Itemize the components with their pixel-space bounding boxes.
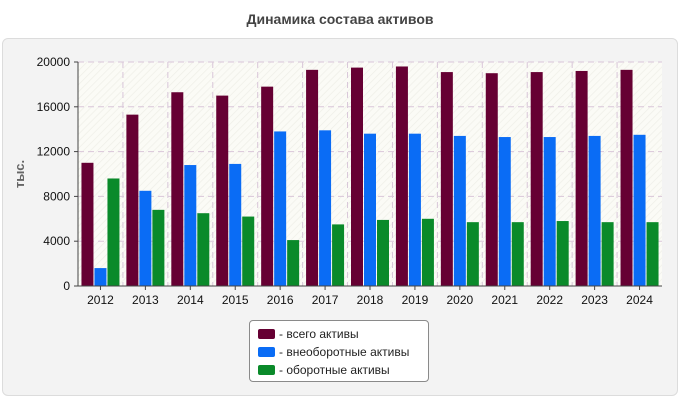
y-axis-label: тыс. bbox=[12, 160, 27, 188]
bar-2013-series-2 bbox=[152, 209, 165, 286]
bar-2020-series-2 bbox=[466, 222, 479, 286]
x-tick-label: 2013 bbox=[132, 293, 159, 307]
bar-2020-series-1 bbox=[453, 135, 466, 286]
bar-2018-series-1 bbox=[364, 133, 376, 286]
y-tick-label: 12000 bbox=[37, 145, 71, 159]
bar-2019-series-2 bbox=[421, 218, 434, 286]
x-tick-label: 2019 bbox=[402, 293, 429, 307]
x-tick-label: 2017 bbox=[312, 293, 339, 307]
y-tick-label: 20000 bbox=[37, 55, 71, 69]
bar-2016-series-1 bbox=[274, 131, 287, 286]
legend-label-current: - оборотные активы bbox=[279, 363, 390, 377]
bar-2013-series-1 bbox=[139, 190, 152, 286]
x-tick-label: 2018 bbox=[357, 293, 384, 307]
bar-2023-series-2 bbox=[601, 222, 614, 286]
bar-2020-series-0 bbox=[440, 72, 453, 286]
bar-2012-series-2 bbox=[107, 178, 120, 286]
legend-label-noncurrent: - внеоборотные активы bbox=[279, 345, 410, 359]
bar-2019-series-1 bbox=[408, 133, 421, 286]
bar-2023-series-0 bbox=[575, 70, 588, 287]
bar-2017-series-2 bbox=[332, 224, 345, 286]
bars bbox=[81, 66, 659, 287]
axes bbox=[74, 61, 662, 290]
bar-2014-series-1 bbox=[184, 165, 197, 286]
bar-2015-series-2 bbox=[242, 216, 255, 286]
bar-2018-series-2 bbox=[377, 219, 389, 286]
bar-2012-series-1 bbox=[94, 268, 107, 286]
bar-2017-series-1 bbox=[319, 130, 332, 286]
bar-2015-series-0 bbox=[216, 95, 229, 286]
bar-2024-series-1 bbox=[633, 134, 646, 286]
bar-2021-series-0 bbox=[485, 73, 498, 286]
y-tick-label: 0 bbox=[63, 279, 70, 293]
bar-2023-series-1 bbox=[588, 135, 601, 286]
bar-2016-series-2 bbox=[287, 240, 300, 286]
x-tick-label: 2023 bbox=[581, 293, 608, 307]
bar-2018-series-0 bbox=[351, 67, 363, 286]
bar-2012-series-0 bbox=[81, 162, 94, 286]
legend: - всего активы - внеоборотные активы - о… bbox=[249, 320, 429, 382]
x-tick-label: 2012 bbox=[87, 293, 114, 307]
bar-2021-series-2 bbox=[511, 222, 524, 286]
bar-2019-series-0 bbox=[395, 66, 408, 286]
bar-2022-series-2 bbox=[556, 221, 569, 286]
chart-title: Динамика состава активов bbox=[246, 11, 434, 27]
y-tick-label: 16000 bbox=[37, 100, 71, 114]
bar-2014-series-0 bbox=[171, 92, 184, 287]
bar-2016-series-0 bbox=[261, 86, 274, 286]
bar-2021-series-1 bbox=[498, 137, 511, 286]
legend-swatch-noncurrent bbox=[258, 347, 275, 357]
bar-2022-series-1 bbox=[543, 137, 556, 286]
x-tick-label: 2020 bbox=[446, 293, 473, 307]
legend-item-current: - оборотные активы bbox=[258, 361, 428, 379]
x-tick-label: 2015 bbox=[222, 293, 249, 307]
legend-item-noncurrent: - внеоборотные активы bbox=[258, 343, 428, 361]
bar-2017-series-0 bbox=[306, 69, 319, 286]
bar-2015-series-1 bbox=[229, 163, 242, 286]
bar-2024-series-2 bbox=[646, 222, 659, 286]
legend-label-total: - всего активы bbox=[279, 327, 359, 341]
bar-2013-series-0 bbox=[126, 114, 139, 286]
bar-2022-series-0 bbox=[530, 72, 543, 286]
legend-swatch-current bbox=[258, 365, 275, 375]
x-tick-label: 2024 bbox=[626, 293, 653, 307]
x-tick-label: 2021 bbox=[491, 293, 518, 307]
bar-2014-series-2 bbox=[197, 213, 210, 286]
legend-swatch-total bbox=[258, 329, 275, 339]
y-tick-label: 8000 bbox=[43, 189, 70, 203]
bar-2024-series-0 bbox=[620, 69, 633, 286]
x-tick-label: 2022 bbox=[536, 293, 563, 307]
y-tick-label: 4000 bbox=[43, 234, 70, 248]
axis-labels: 0 4000 8000 12000 16000 20000 2012 2013 2014 2015… bbox=[12, 55, 653, 307]
x-tick-label: 2014 bbox=[177, 293, 204, 307]
legend-item-total: - всего активы bbox=[258, 325, 428, 343]
x-tick-label: 2016 bbox=[267, 293, 294, 307]
